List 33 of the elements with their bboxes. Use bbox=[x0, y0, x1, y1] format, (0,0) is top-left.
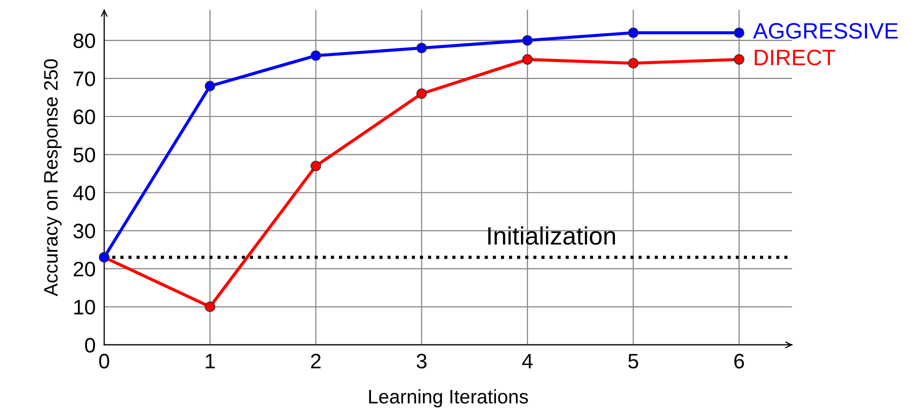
y-tick-label: 60 bbox=[74, 110, 96, 124]
x-tick-label: 6 bbox=[734, 354, 744, 368]
x-tick-label: 2 bbox=[311, 354, 321, 368]
y-tick-label: 0 bbox=[85, 338, 96, 353]
x-axis-title: Learning Iterations bbox=[369, 389, 528, 408]
y-axis-title: Accuracy on Response 250 bbox=[44, 59, 62, 296]
point bbox=[310, 160, 322, 172]
y-tick-label: 10 bbox=[74, 300, 96, 315]
point bbox=[522, 54, 533, 65]
y-tick-label: 70 bbox=[74, 71, 96, 86]
y-tick-label: 40 bbox=[73, 186, 96, 200]
series-label: AGGRESSIVE bbox=[753, 23, 898, 39]
point bbox=[522, 35, 533, 46]
point bbox=[416, 88, 427, 99]
point bbox=[734, 54, 744, 65]
x-tick-label: 4 bbox=[522, 354, 533, 368]
point bbox=[310, 50, 322, 61]
point bbox=[628, 27, 639, 38]
y-tick-label: 20 bbox=[74, 262, 96, 276]
y-tick-label: 80 bbox=[74, 33, 96, 48]
series-label: DIRECT bbox=[754, 50, 836, 66]
x-tick-label: 5 bbox=[628, 354, 638, 368]
point bbox=[204, 80, 216, 92]
point bbox=[416, 42, 427, 54]
x-tick-label: 1 bbox=[206, 354, 215, 368]
ref-line-label: Initialization bbox=[488, 226, 615, 245]
y-tick-label: 30 bbox=[73, 224, 96, 238]
point bbox=[734, 27, 744, 38]
x-tick-label: 0 bbox=[99, 354, 110, 368]
point bbox=[204, 302, 216, 312]
y-tick-label: 50 bbox=[74, 148, 96, 162]
x-tick-label: 3 bbox=[416, 354, 427, 368]
point bbox=[628, 58, 639, 68]
